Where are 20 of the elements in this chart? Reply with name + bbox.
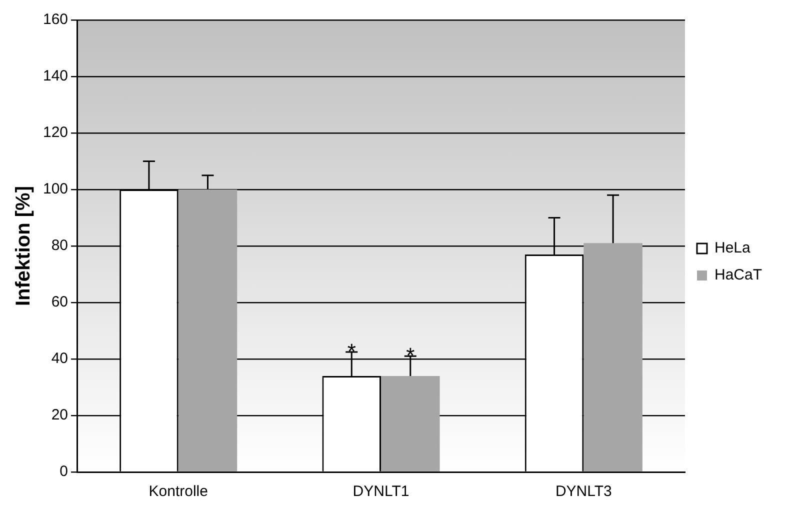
y-tick-label: 20: [51, 406, 68, 424]
y-tick-label: 100: [42, 180, 68, 198]
x-tick-label: DYNLT3: [555, 483, 612, 500]
annotation: *: [347, 339, 356, 364]
y-tick-label: 120: [42, 124, 68, 142]
y-tick-label: 0: [60, 463, 68, 480]
y-tick-label: 60: [51, 294, 68, 311]
legend-label: HaCaT: [714, 266, 762, 284]
bar: [381, 376, 440, 472]
y-tick-label: 80: [51, 237, 68, 254]
x-tick-label: Kontrolle: [148, 483, 208, 500]
y-tick-label: 160: [42, 11, 68, 28]
y-tick-label: 140: [42, 68, 68, 85]
bar: [178, 190, 238, 472]
y-tick-label: 40: [51, 350, 68, 368]
y-axis-title: Infektion [%]: [12, 186, 35, 306]
x-tick-label: DYNLT1: [352, 483, 410, 500]
annotation: *: [406, 343, 416, 368]
bar: [584, 243, 642, 472]
legend-label: HeLa: [714, 240, 752, 257]
